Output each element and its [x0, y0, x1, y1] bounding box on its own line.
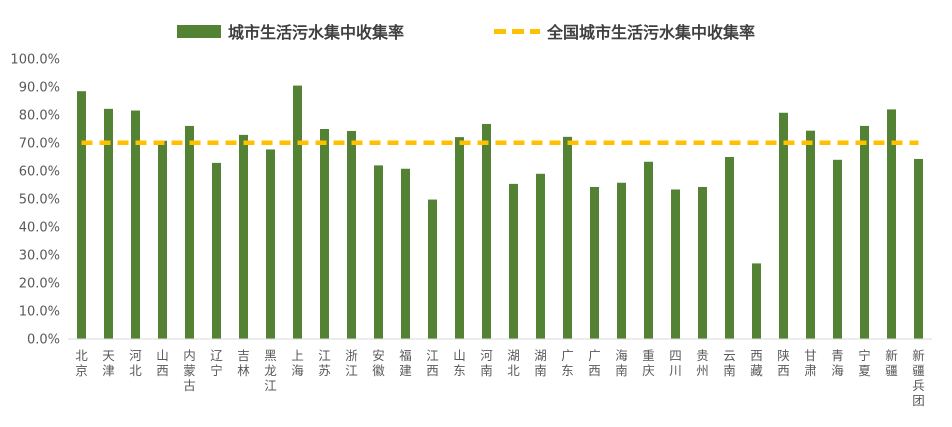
- bar: [158, 140, 167, 339]
- bar: [104, 108, 113, 339]
- bar: [563, 136, 572, 339]
- bar: [779, 112, 788, 339]
- bar: [617, 182, 626, 339]
- x-category-label: 重庆: [642, 348, 655, 378]
- y-tick-label: 10.0%: [19, 305, 60, 320]
- bar: [752, 263, 761, 339]
- x-category-label: 湖北: [507, 348, 520, 378]
- x-category-label: 宁夏: [858, 348, 871, 378]
- bar: [347, 130, 356, 339]
- bar: [725, 157, 734, 339]
- x-category-label: 海南: [615, 348, 628, 378]
- bar: [320, 129, 329, 339]
- y-tick-label: 50.0%: [19, 193, 60, 208]
- x-category-label: 新疆兵团: [912, 348, 925, 408]
- y-tick-label: 60.0%: [19, 165, 60, 180]
- bar: [401, 168, 410, 339]
- x-category-label: 广东: [561, 348, 574, 378]
- x-category-label: 青海: [831, 348, 844, 378]
- x-category-label: 云南: [723, 348, 736, 378]
- x-category-label: 上海: [291, 348, 304, 378]
- bar: [455, 137, 464, 339]
- bar: [77, 91, 86, 339]
- bars: [77, 85, 923, 340]
- bar: [239, 134, 248, 339]
- x-category-label: 广西: [588, 348, 601, 378]
- legend-label-line: 全国城市生活污水集中收集率: [546, 23, 755, 42]
- x-category-label: 天津: [102, 348, 115, 378]
- x-category-label: 陕西: [777, 348, 790, 378]
- bar: [833, 159, 842, 339]
- bar: [428, 199, 437, 339]
- bar: [860, 125, 869, 339]
- x-category-label: 西藏: [750, 348, 763, 378]
- bar: [374, 165, 383, 339]
- x-category-label: 河南: [480, 348, 493, 378]
- y-tick-label: 40.0%: [19, 221, 60, 236]
- x-category-label: 浙江: [345, 348, 358, 378]
- x-category-label: 辽宁: [210, 348, 223, 378]
- x-category-label: 贵州: [696, 348, 709, 378]
- y-tick-label: 70.0%: [19, 137, 60, 152]
- bar: [185, 125, 194, 339]
- bar: [509, 183, 518, 339]
- y-tick-label: 20.0%: [19, 277, 60, 292]
- bar: [131, 110, 140, 340]
- y-tick-label: 0.0%: [27, 333, 60, 348]
- y-axis-tick-labels: 0.0% 10.0% 20.0% 30.0% 40.0% 50.0% 60.0% 70.0% 8…: [10, 53, 60, 348]
- bar: [644, 161, 653, 339]
- bar: [212, 162, 221, 339]
- bar: [536, 173, 545, 339]
- x-category-label: 新疆: [885, 348, 898, 378]
- legend-swatch-bar: [177, 25, 221, 38]
- x-category-label: 甘肃: [804, 348, 817, 378]
- bar: [914, 158, 923, 339]
- legend: 城市生活污水集中收集率 全国城市生活污水集中收集率: [177, 23, 755, 42]
- y-tick-label: 80.0%: [19, 109, 60, 124]
- x-category-label: 内蒙古: [183, 348, 196, 393]
- x-category-label: 四川: [669, 348, 682, 378]
- bar: [590, 186, 599, 339]
- x-category-label: 吉林: [237, 348, 250, 378]
- bar: [698, 186, 707, 339]
- x-category-label: 山东: [453, 348, 466, 378]
- bar: [266, 149, 275, 339]
- x-category-label: 湖南: [534, 348, 547, 378]
- x-category-label: 山西: [156, 348, 169, 378]
- x-category-label: 河北: [129, 348, 142, 378]
- bar: [671, 189, 680, 339]
- x-category-label: 福建: [399, 348, 412, 378]
- bar: [806, 130, 815, 339]
- x-category-label: 江西: [426, 348, 439, 378]
- bar: [482, 123, 491, 340]
- bar: [293, 85, 302, 339]
- legend-label-bar: 城市生活污水集中收集率: [228, 23, 404, 42]
- x-category-label: 北京: [75, 348, 88, 378]
- y-tick-label: 30.0%: [19, 249, 60, 264]
- x-category-label: 江苏: [318, 348, 331, 378]
- bar: [887, 109, 896, 340]
- x-category-label: 安徽: [372, 348, 385, 378]
- x-category-label: 黑龙江: [264, 348, 277, 393]
- y-tick-label: 100.0%: [10, 53, 60, 68]
- y-tick-label: 90.0%: [19, 81, 60, 96]
